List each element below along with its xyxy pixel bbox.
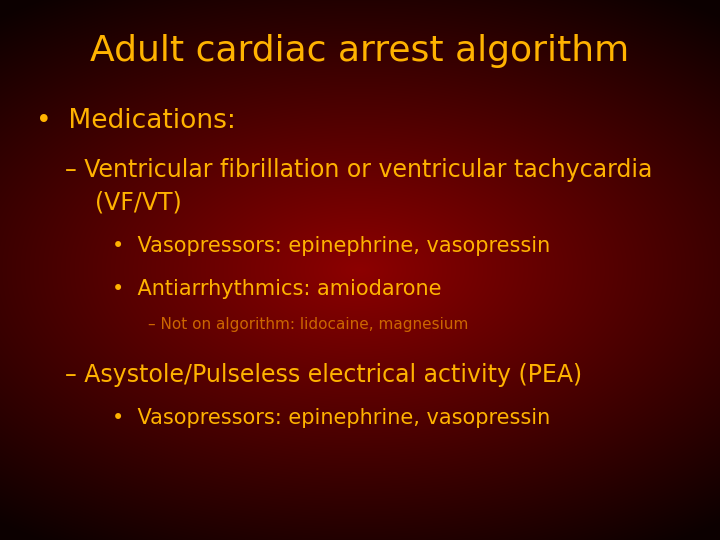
Text: – Asystole/Pulseless electrical activity (PEA): – Asystole/Pulseless electrical activity… — [65, 363, 582, 387]
Text: – Ventricular fibrillation or ventricular tachycardia
    (VF/VT): – Ventricular fibrillation or ventricula… — [65, 159, 652, 214]
Text: •  Antiarrhythmics: amiodarone: • Antiarrhythmics: amiodarone — [112, 279, 441, 299]
Text: – Not on algorithm: lidocaine, magnesium: – Not on algorithm: lidocaine, magnesium — [148, 316, 468, 332]
Text: •  Vasopressors: epinephrine, vasopressin: • Vasopressors: epinephrine, vasopressin — [112, 235, 550, 256]
Text: •  Medications:: • Medications: — [36, 109, 236, 134]
Text: Adult cardiac arrest algorithm: Adult cardiac arrest algorithm — [91, 35, 629, 68]
Text: •  Vasopressors: epinephrine, vasopressin: • Vasopressors: epinephrine, vasopressin — [112, 408, 550, 429]
